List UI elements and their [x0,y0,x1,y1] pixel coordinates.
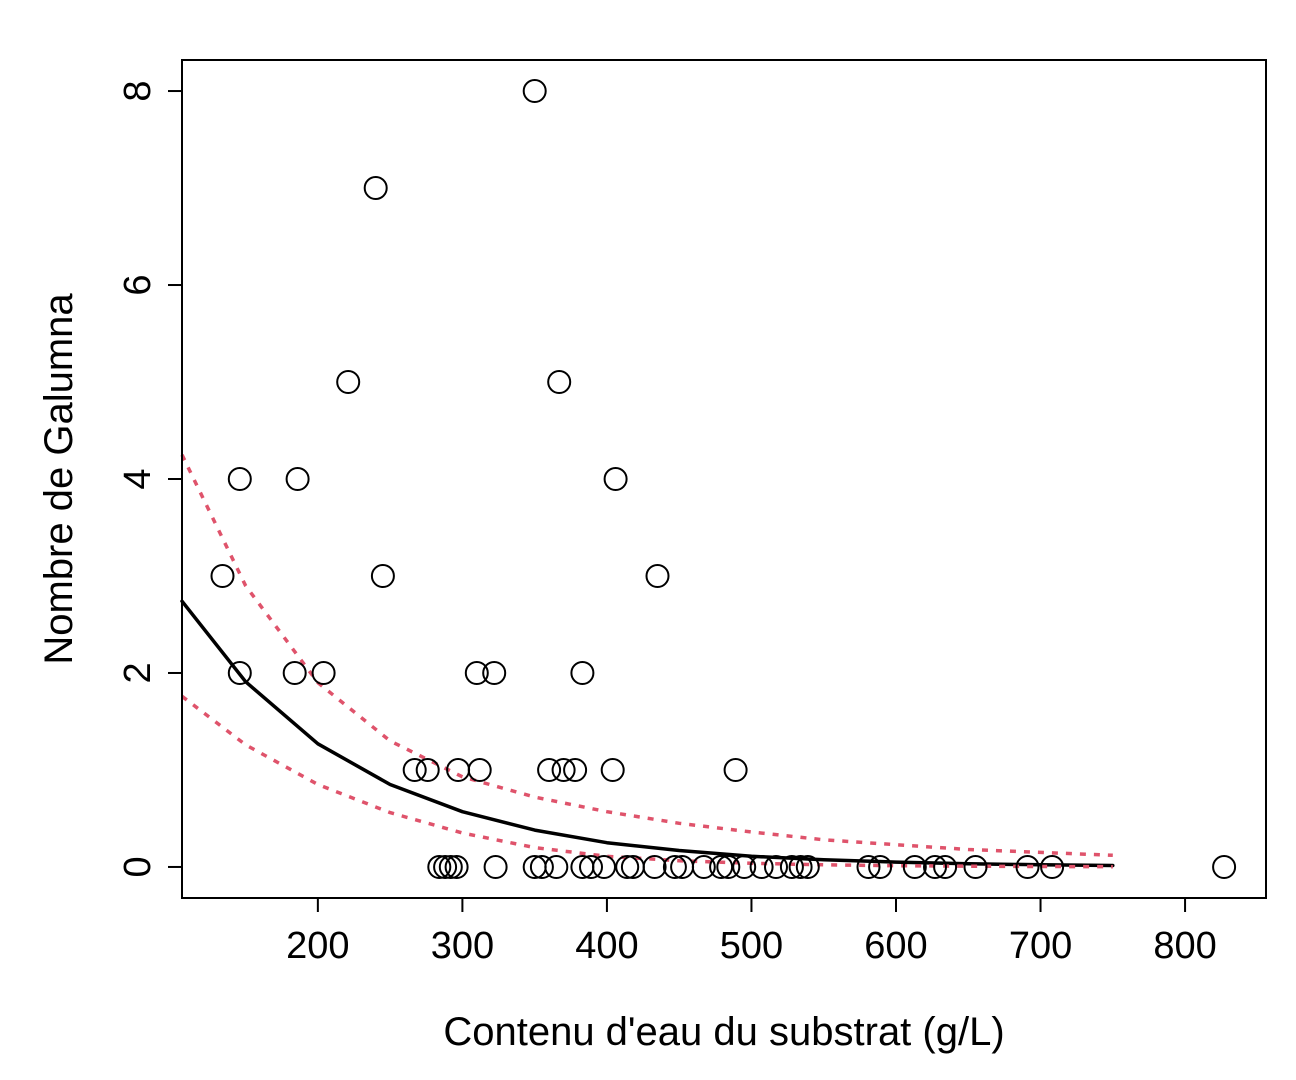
data-point [311,661,336,685]
data-point [579,855,603,879]
data-point [227,467,252,491]
data-point [427,855,452,879]
data-point [933,855,958,879]
x-axis-title: Contenu d'eau du substrat (g/L) [443,1010,1004,1054]
data-point [482,661,507,685]
x-tick-label: 600 [864,925,927,967]
x-tick-label: 700 [1009,925,1072,967]
data-point [415,758,440,782]
data-point [336,370,361,394]
data-point [749,855,774,879]
x-tick-label: 400 [575,925,638,967]
data-point [662,855,687,879]
data-point [592,855,616,879]
data-point [551,758,576,782]
data-point [603,467,628,491]
x-tick-label: 500 [720,925,783,967]
x-tick-label: 200 [286,925,349,967]
series-line-ci-upper [180,454,1113,858]
data-point [856,855,881,879]
data-point [642,855,667,879]
data-point [285,467,310,491]
data-point [716,855,741,879]
data-point [902,855,927,879]
data-point [723,758,748,782]
data-point [363,176,388,200]
data-point [600,758,625,782]
data-point [483,855,508,879]
y-axis: 0 2 4 6 8 [117,80,183,878]
y-tick-label: 6 [117,274,159,295]
data-point [788,855,813,879]
data-point [615,855,640,879]
data-point [547,370,572,394]
data-point [1040,855,1065,879]
data-point [210,564,235,588]
data-point [282,661,307,685]
y-axis-title: Nombre de Galumna [37,293,81,665]
data-point [464,661,489,685]
data-point [1015,855,1040,879]
data-point [732,855,757,879]
data-point [563,758,588,782]
data-point [795,855,820,879]
data-point [779,855,804,879]
data-point [963,855,988,879]
data-point [537,758,562,782]
data-point [923,855,947,879]
x-tick-label: 800 [1153,925,1216,967]
data-point [433,855,458,879]
data-point [709,855,734,879]
y-tick-label: 8 [117,80,159,101]
data-point [370,564,395,588]
data-point [444,855,469,879]
data-point [467,758,492,782]
data-point [691,855,716,879]
x-tick-label: 300 [431,925,494,967]
x-axis: 200 300 400 500 600 700 800 [286,897,1217,967]
data-point [438,855,463,879]
data-point [645,564,670,588]
data-point [868,855,893,879]
data-point [402,758,427,782]
data-point [227,661,252,685]
data-point [529,855,554,879]
data-points [210,79,1237,879]
data-point [764,855,788,879]
data-point [522,79,547,103]
data-point [1212,855,1237,879]
y-tick-label: 2 [117,662,159,683]
y-tick-label: 4 [117,468,159,489]
y-tick-label: 0 [117,856,159,877]
data-point [544,855,569,879]
data-point [570,661,595,685]
